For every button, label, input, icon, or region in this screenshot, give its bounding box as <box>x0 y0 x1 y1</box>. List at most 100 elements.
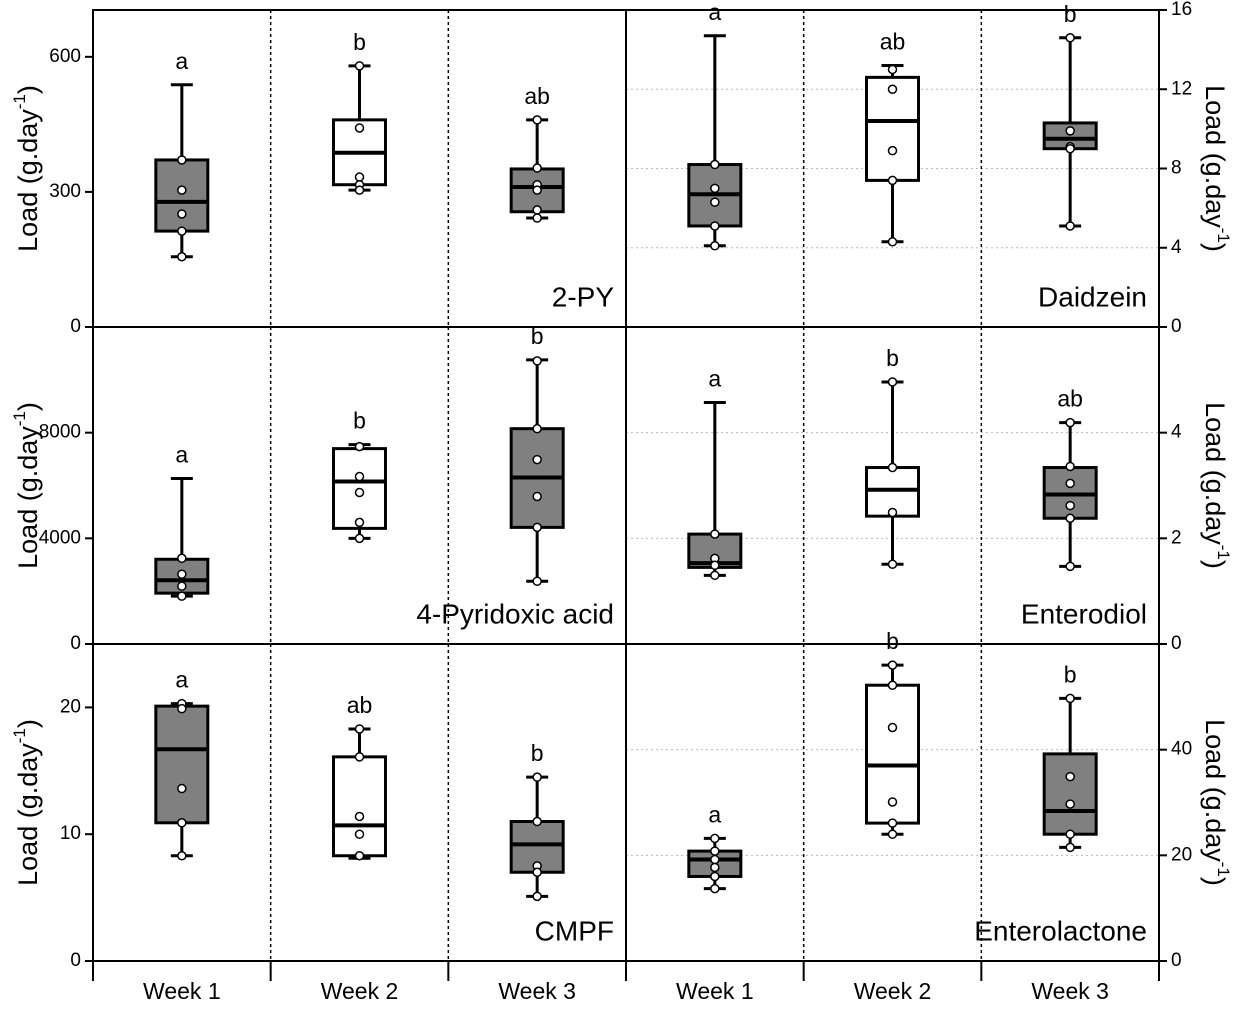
y-tick-label: 0 <box>1171 633 1182 654</box>
significance-letter: b <box>353 408 366 434</box>
data-point <box>532 491 542 502</box>
y-tick-label: 4 <box>1171 422 1182 443</box>
significance-letter: ab <box>347 692 373 718</box>
data-point <box>710 846 720 856</box>
y-label-text: ) <box>13 719 43 728</box>
y-axis-label: Load (g.day-1) <box>1200 719 1233 886</box>
y-label-text: ) <box>1200 243 1230 252</box>
y-tick-label: 10 <box>60 823 81 844</box>
data-point <box>1065 842 1075 853</box>
data-point <box>177 185 187 195</box>
y-axis-label: Load (g.day-1) <box>10 402 43 569</box>
significance-letter: a <box>708 802 721 828</box>
data-point <box>532 163 542 173</box>
data-point <box>887 829 898 839</box>
data-point <box>532 522 542 533</box>
significance-letter: ab <box>1057 386 1083 412</box>
significance-letter: b <box>886 628 899 654</box>
y-label-text: Load (g.day <box>13 743 43 886</box>
data-point <box>354 533 365 544</box>
data-point <box>710 183 720 194</box>
data-point <box>354 61 365 71</box>
data-point <box>1065 829 1075 839</box>
panel-label: 4-Pyridoxic acid <box>416 598 614 629</box>
data-point <box>887 680 898 690</box>
data-point <box>1065 693 1075 704</box>
x-tick-label: Week 1 <box>676 978 754 1004</box>
data-point <box>1065 799 1075 809</box>
x-tick-label: Week 3 <box>1031 978 1109 1004</box>
data-point <box>532 356 542 366</box>
y-tick-label: 4000 <box>39 527 81 548</box>
data-point <box>887 64 898 75</box>
data-point <box>1065 561 1075 572</box>
data-point <box>532 454 542 465</box>
box <box>154 158 210 233</box>
data-point <box>887 145 898 156</box>
data-point <box>354 441 365 452</box>
data-point <box>710 560 720 571</box>
data-point <box>532 423 542 434</box>
significance-letter: a <box>175 48 188 74</box>
data-point <box>177 591 187 601</box>
data-point <box>354 811 365 822</box>
data-point <box>710 221 720 231</box>
significance-letter: b <box>531 323 544 349</box>
y-tick-label: 4 <box>1171 237 1182 258</box>
data-point <box>1065 32 1075 43</box>
box <box>154 704 210 825</box>
y-tick-label: 600 <box>49 46 81 67</box>
y-label-text: ) <box>1200 560 1230 569</box>
significance-letter: ab <box>880 29 906 55</box>
data-point <box>887 377 898 387</box>
data-point <box>710 570 720 581</box>
significance-letter: b <box>353 29 366 55</box>
data-point <box>710 529 720 539</box>
significance-letter: b <box>886 345 899 371</box>
y-axis-label: Load (g.day-1) <box>1200 402 1233 569</box>
y-label-sup: -1 <box>1214 862 1233 877</box>
data-point <box>177 209 187 219</box>
panel-label: Enterolactone <box>974 915 1147 946</box>
data-point <box>177 818 187 828</box>
data-point <box>354 752 365 762</box>
panel-label: Enterodiol <box>1021 598 1147 629</box>
data-point <box>532 205 542 215</box>
data-point <box>532 115 542 125</box>
y-tick-label: 2 <box>1171 527 1182 548</box>
panel-label: 2-PY <box>552 281 615 312</box>
y-label-text: Load (g.day <box>1200 719 1230 862</box>
y-label-text: Load (g.day <box>1200 85 1230 228</box>
data-point <box>354 471 365 482</box>
data-point <box>354 724 365 734</box>
y-tick-label: 0 <box>1171 316 1182 337</box>
data-point <box>1065 221 1075 231</box>
y-label-sup: -1 <box>10 728 29 743</box>
y-label-text: ) <box>13 402 43 411</box>
significance-letter: a <box>708 366 721 392</box>
data-point <box>710 883 720 894</box>
data-point <box>1065 417 1075 428</box>
box <box>332 755 387 858</box>
data-point <box>887 237 898 247</box>
x-tick-label: Week 3 <box>498 978 576 1004</box>
data-point <box>177 703 187 714</box>
y-tick-label: 12 <box>1171 78 1192 99</box>
data-point <box>887 84 898 94</box>
y-axis-label: Load (g.day-1) <box>10 719 43 886</box>
y-tick-label: 16 <box>1171 0 1192 20</box>
data-point <box>354 517 365 528</box>
y-tick-label: 300 <box>49 181 81 202</box>
y-label-sup: -1 <box>10 411 29 426</box>
y-tick-label: 0 <box>70 316 81 337</box>
data-point <box>887 797 898 807</box>
data-point <box>532 867 542 877</box>
data-point <box>887 722 898 733</box>
data-point <box>710 159 720 170</box>
data-point <box>887 507 898 518</box>
panel-label: CMPF <box>535 915 614 946</box>
data-point <box>177 252 187 262</box>
y-label-text: Load (g.day <box>13 426 43 569</box>
data-point <box>354 829 365 839</box>
